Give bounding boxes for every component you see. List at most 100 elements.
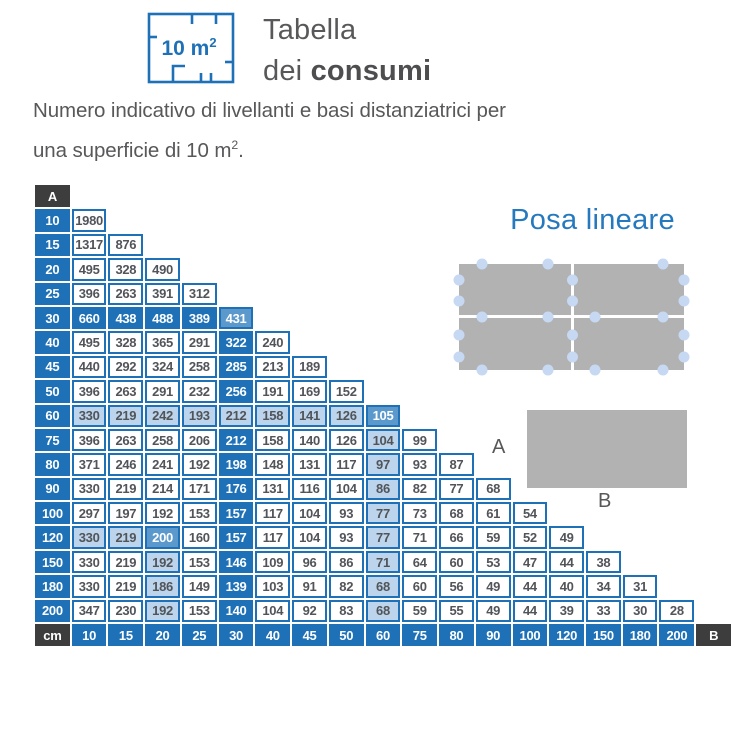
spacer-cell [219, 209, 254, 231]
value-cell: 297 [71, 502, 107, 525]
value-cell: 103 [255, 575, 291, 598]
value-cell: 230 [108, 599, 144, 623]
value-cell: 324 [145, 355, 180, 379]
value-cell: 92 [292, 599, 327, 623]
value-cell: 246 [108, 453, 144, 476]
value-cell: 126 [328, 428, 364, 452]
spacer-cell [623, 502, 658, 524]
spacer-cell [219, 283, 254, 305]
value-cell: 55 [439, 599, 474, 623]
spacer-cell [108, 185, 143, 207]
posa-lineare-diagram [453, 258, 690, 376]
row-header-cell: 10 [35, 209, 70, 232]
value-cell: 328 [108, 331, 144, 354]
row-header-cell: 50 [35, 380, 70, 403]
value-cell: 330 [71, 404, 107, 427]
value-cell: 104 [328, 477, 364, 501]
spacer-cell [402, 356, 437, 378]
spacer-cell [329, 356, 364, 378]
value-cell: 158 [255, 428, 291, 452]
value-cell: 198 [218, 453, 254, 476]
spacer-cell [402, 234, 437, 256]
value-cell: 200 [145, 526, 180, 549]
spacer-cell [255, 185, 290, 207]
value-cell: 93 [402, 453, 438, 476]
value-cell: 73 [402, 502, 438, 525]
value-cell: 263 [108, 380, 144, 403]
leveling-clip-dots [453, 258, 690, 376]
value-cell: 93 [328, 526, 364, 549]
spacer-cell [255, 209, 290, 231]
area-10m2-icon: 10 m2 [147, 12, 235, 84]
value-cell: 330 [71, 575, 107, 598]
value-cell: 206 [181, 428, 217, 452]
value-cell: 153 [181, 502, 217, 525]
value-cell: 157 [218, 502, 254, 525]
value-cell: 86 [365, 477, 401, 501]
value-cell: 68 [365, 599, 401, 623]
value-cell: 131 [255, 477, 291, 501]
corner-a-cell: A [35, 185, 70, 208]
spacer-cell [696, 405, 731, 427]
spacer-cell [586, 526, 621, 548]
column-header-cell: 80 [439, 624, 474, 647]
value-cell: 186 [145, 575, 180, 598]
value-cell: 77 [365, 526, 401, 549]
value-cell: 330 [71, 477, 107, 501]
spacer-cell [329, 185, 364, 207]
column-header-cell: 180 [622, 624, 658, 647]
value-cell: 490 [145, 258, 180, 281]
value-cell: 83 [328, 599, 364, 623]
posa-lineare-heading: Posa lineare [510, 204, 675, 236]
value-cell: 104 [365, 428, 401, 452]
spacer-cell [696, 234, 731, 256]
value-cell: 87 [439, 453, 474, 476]
title-line-2: dei consumi [263, 55, 432, 87]
spacer-cell [366, 234, 401, 256]
value-cell: 291 [145, 380, 180, 403]
value-cell: 219 [108, 526, 144, 549]
row-header-cell: 30 [35, 306, 70, 330]
spacer-cell [329, 209, 364, 231]
consumption-table: A 10 1980 15 1317 876 20 495 328 490 25 396 263 391 31… [33, 183, 733, 648]
spacer-cell [439, 185, 474, 207]
column-header-cell: 120 [549, 624, 585, 647]
spacer-cell [696, 380, 731, 402]
spacer-cell [402, 185, 437, 207]
value-cell: 660 [71, 306, 107, 330]
area-icon-label: 10 m2 [161, 35, 216, 60]
spacer-cell [402, 331, 437, 353]
spacer-cell [255, 283, 290, 305]
value-cell: 77 [365, 502, 401, 525]
value-cell: 389 [181, 306, 217, 330]
value-cell: 104 [292, 526, 327, 549]
row-header-cell: 200 [35, 599, 70, 623]
value-cell: 49 [549, 526, 585, 549]
value-cell: 176 [218, 477, 254, 501]
row-header-cell: 25 [35, 282, 70, 305]
spacer-cell [623, 526, 658, 548]
value-cell: 219 [108, 477, 144, 501]
value-cell: 495 [71, 258, 107, 281]
value-cell: 71 [402, 526, 438, 549]
spacer-cell [145, 209, 180, 231]
value-cell: 31 [622, 575, 658, 598]
row-header-cell: 150 [35, 550, 70, 574]
value-cell: 1317 [71, 233, 107, 257]
value-cell: 1980 [71, 209, 107, 232]
value-cell: 213 [255, 355, 291, 379]
value-cell: 263 [108, 428, 144, 452]
value-cell: 160 [181, 526, 217, 549]
spacer-cell [182, 209, 217, 231]
value-cell: 53 [475, 550, 511, 574]
spacer-cell [329, 258, 364, 280]
value-cell: 365 [145, 331, 180, 354]
value-cell: 291 [181, 331, 217, 354]
spacer-cell [366, 356, 401, 378]
spacer-cell [255, 234, 290, 256]
column-header-cell: 45 [292, 624, 327, 647]
spacer-cell [292, 185, 327, 207]
value-cell: 61 [475, 502, 511, 525]
column-header-cell: 10 [71, 624, 107, 647]
